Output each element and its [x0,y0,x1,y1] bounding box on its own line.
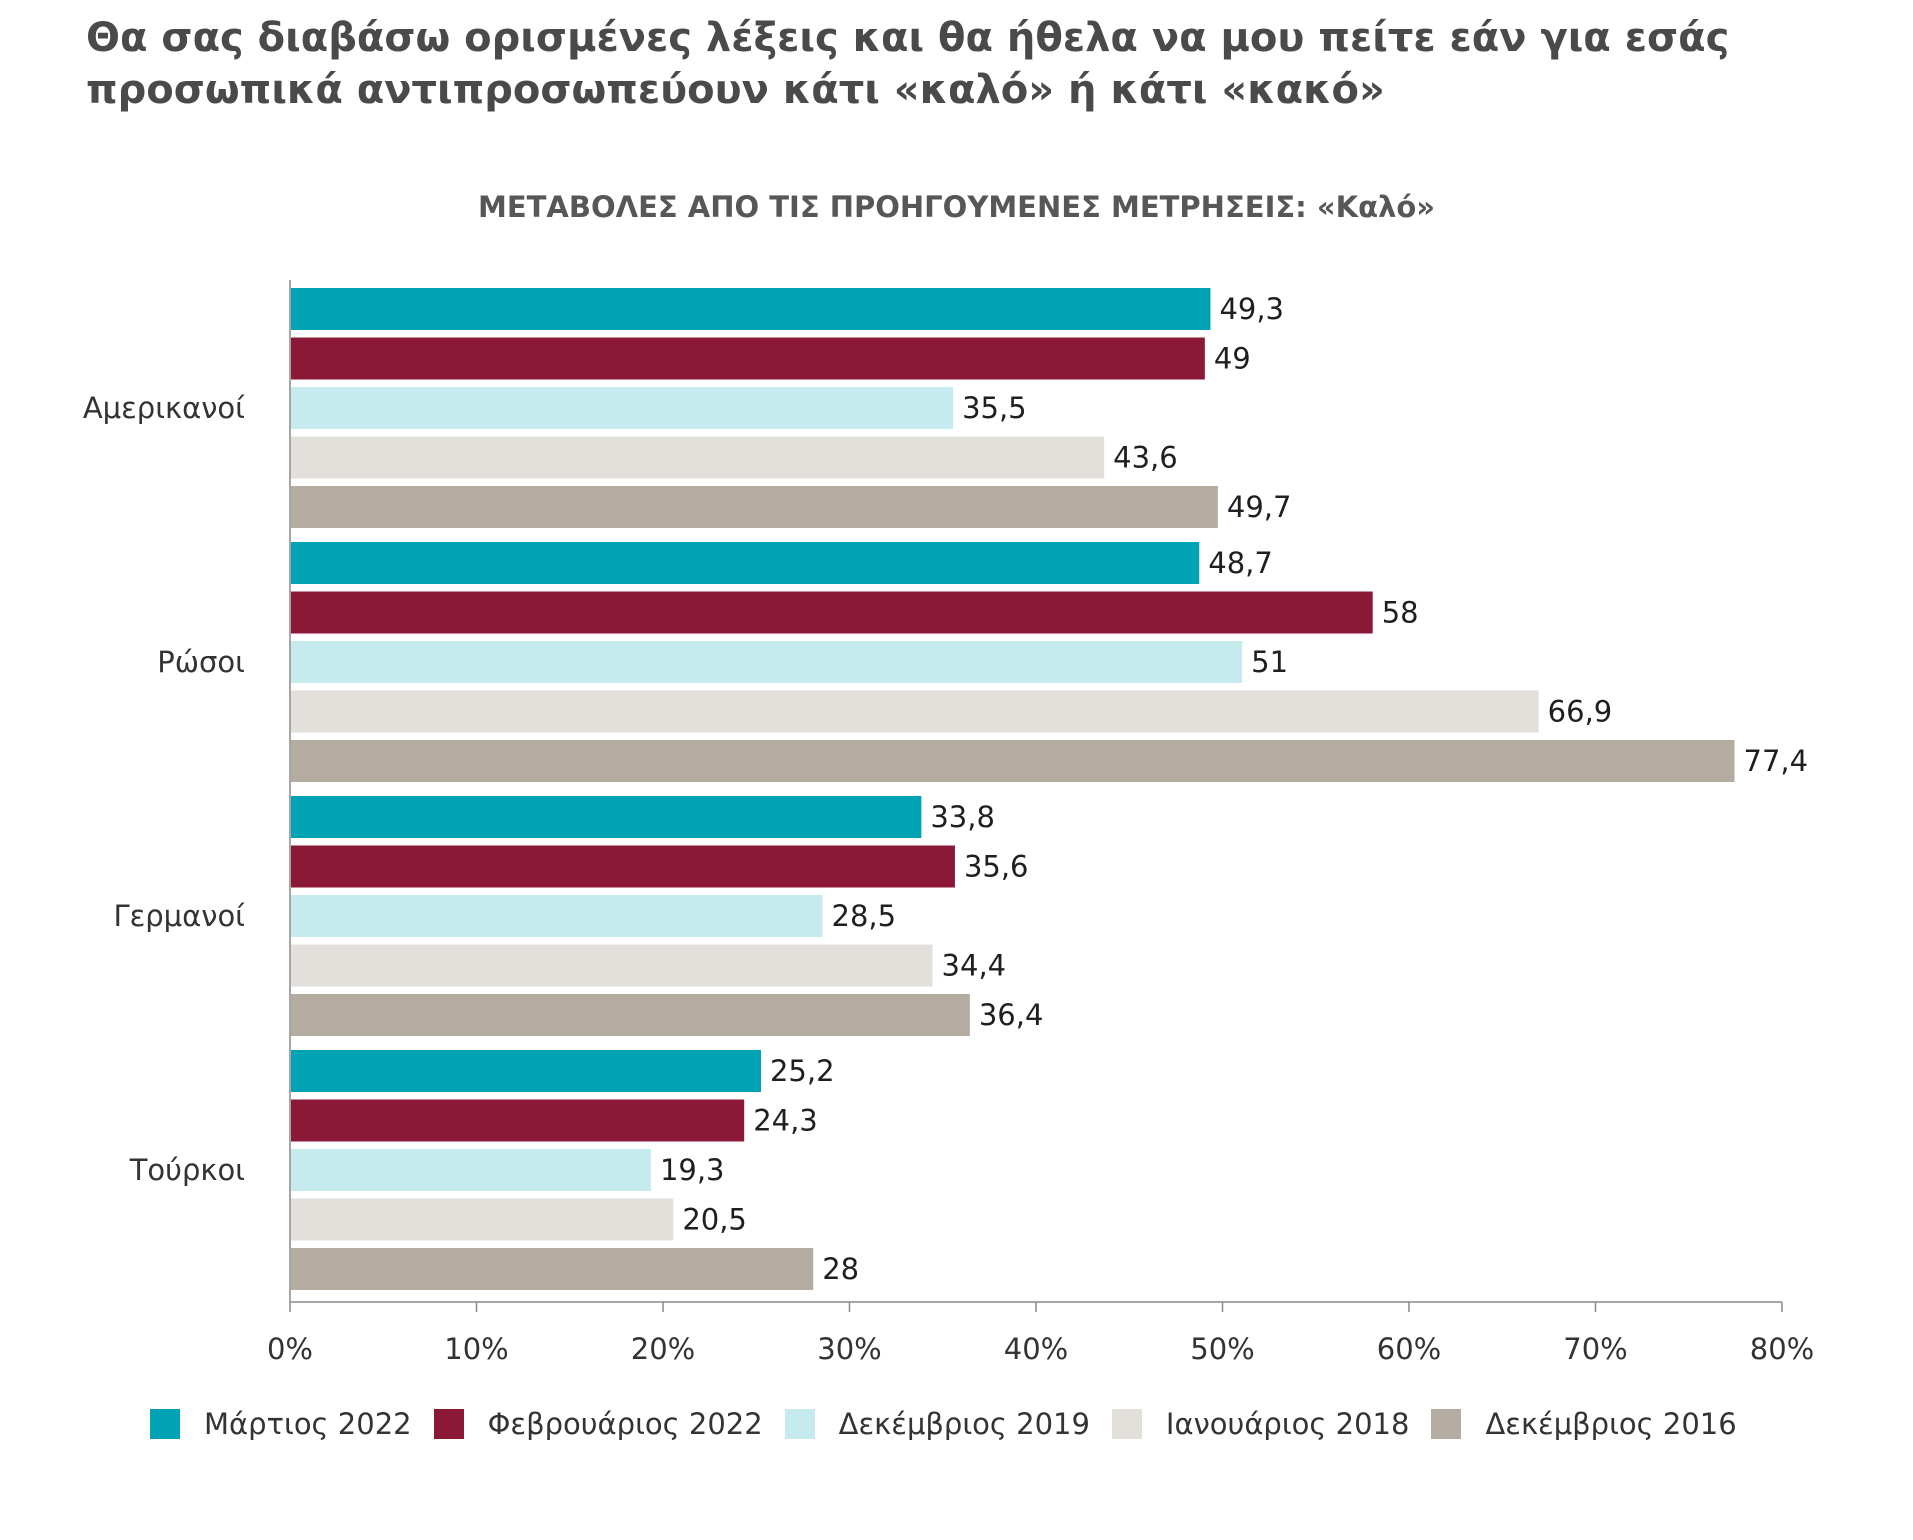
x-tick-label: 80% [1750,1332,1814,1366]
bar-value-label: 36,4 [979,998,1044,1032]
bar [291,288,1211,330]
bar-value-label: 24,3 [753,1104,818,1138]
bar [291,1099,745,1142]
x-tick-label: 40% [1004,1332,1068,1366]
bar-value-label: 43,6 [1113,441,1178,475]
bar [291,895,823,937]
bar [291,690,1539,733]
category-label: Γερμανοί [113,899,245,933]
bar-value-label: 77,4 [1744,744,1809,778]
bar [291,796,922,838]
legend-swatch [1431,1409,1462,1439]
x-tick-label: 70% [1563,1332,1627,1366]
legend-item: Μάρτιος 2022 [150,1407,412,1441]
bar-value-label: 35,5 [962,391,1027,425]
legend-swatch [784,1409,815,1439]
bar [291,337,1205,380]
bar-value-label: 34,4 [942,949,1007,983]
legend-label: Δεκέμβριος 2016 [1485,1407,1737,1441]
bar [291,542,1200,584]
x-tick-label: 50% [1190,1332,1254,1366]
legend-item: Φεβρουάριος 2022 [433,1407,763,1441]
bar-value-label: 49 [1214,342,1251,376]
bar-value-label: 20,5 [682,1203,747,1237]
category-label: Αμερικανοί [83,391,245,425]
bar [291,1149,651,1191]
chart-title: Θα σας διαβάσω ορισμένες λέξεις και θα ή… [86,12,1846,116]
x-tick-label: 30% [817,1332,881,1366]
chart-subtitle: ΜΕΤΑΒΟΛΕΣ ΑΠΟ ΤΙΣ ΠΡΟΗΓΟΥΜΕΝΕΣ ΜΕΤΡΗΣΕΙΣ… [477,190,1435,224]
title-line-1: Θα σας διαβάσω ορισμένες λέξεις και θα ή… [86,15,1730,61]
bar-value-label: 33,8 [930,800,995,834]
legend-swatch [433,1409,464,1439]
x-tick-label: 0% [267,1332,313,1366]
bar [291,845,955,888]
bar-value-label: 19,3 [660,1153,725,1187]
bar-value-label: 51 [1251,645,1288,679]
bar [291,641,1243,683]
legend-item: Δεκέμβριος 2016 [1431,1407,1737,1441]
bar [291,1248,814,1290]
chart-legend: Μάρτιος 2022 Φεβρουάριος 2022 Δεκέμβριος 2… [150,1402,1759,1446]
bar-value-label: 49,7 [1227,490,1292,524]
bar-value-label: 66,9 [1548,695,1613,729]
bar-value-label: 25,2 [770,1054,835,1088]
bar [291,944,933,987]
x-tick-label: 10% [444,1332,508,1366]
legend-swatch [150,1409,180,1439]
legend-item: Ιανουάριος 2018 [1111,1407,1410,1441]
legend-swatch [1111,1409,1142,1439]
bar [291,387,954,429]
x-tick-label: 60% [1377,1332,1441,1366]
legend-label: Δεκέμβριος 2019 [838,1407,1090,1441]
bar-value-label: 28 [822,1252,859,1286]
x-tick-label: 20% [631,1332,695,1366]
bar [291,1198,674,1241]
bar-value-label: 49,3 [1219,292,1284,326]
bar-value-label: 48,7 [1208,546,1273,580]
legend-label: Ιανουάριος 2018 [1165,1407,1410,1441]
bar-value-label: 35,6 [964,850,1029,884]
title-line-2: προσωπικά αντιπροσωπεύουν κάτι «καλό» ή … [86,67,1385,113]
bar-value-label: 58 [1382,596,1419,630]
category-label: Τούρκοι [129,1153,245,1187]
bar-chart: 0% 10% 20% 30% 40% 50% 60% 70% 80% 49,3 49 35,5 43,6… [83,280,1814,1366]
bar [291,1050,761,1092]
bar [291,994,970,1036]
bar-value-label: 28,5 [832,899,897,933]
legend-item: Δεκέμβριος 2019 [784,1407,1090,1441]
bar [291,486,1218,528]
bar [291,740,1735,782]
legend-label: Φεβρουάριος 2022 [487,1407,763,1441]
bar [291,436,1105,479]
bar [291,591,1373,634]
category-label: Ρώσοι [157,645,245,679]
legend-label: Μάρτιος 2022 [204,1407,412,1441]
